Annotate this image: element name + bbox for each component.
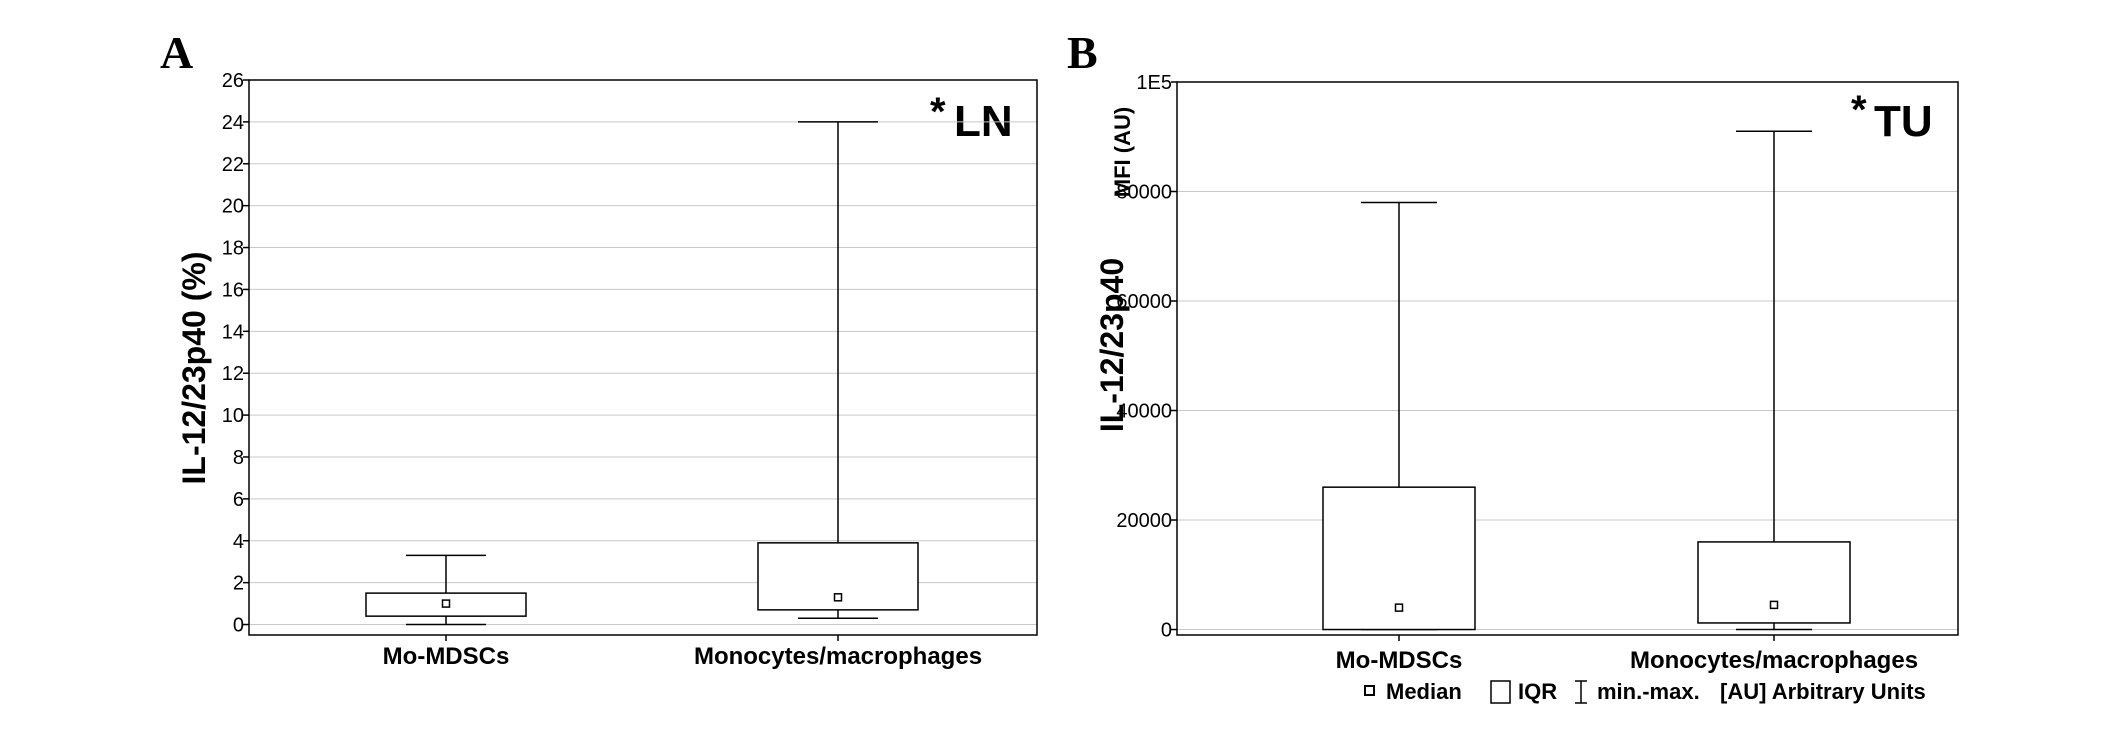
panel-a-y-axis-label: IL-12/23p40 (%) [176, 252, 212, 485]
panel-b-y-tick-label: 80000 [1116, 182, 1172, 204]
panel-a-category-label-1: Mo-MDSCs [383, 643, 510, 670]
panel-b-category-label-1: Mo-MDSCs [1336, 647, 1463, 674]
panel-b-letter: B [1067, 27, 1098, 78]
legend-median-marker [1364, 685, 1375, 696]
panel-a-y-tick-label: 16 [222, 279, 244, 301]
panel-a-tag: * LN [930, 90, 1013, 146]
panel-b-y-tick-label: 40000 [1116, 401, 1172, 423]
panel-a-y-tick-label: 14 [222, 321, 244, 343]
panel-b-y-tick-label: 20000 [1116, 510, 1172, 532]
panel-a-y-tick-label: 10 [222, 405, 244, 427]
panel-a-y-tick-label: 12 [222, 363, 244, 385]
panel-a-y-tick-label: 2 [233, 573, 244, 595]
panel-a-y-tick-label: 8 [233, 447, 244, 469]
panel-a-y-tick-label: 0 [233, 615, 244, 637]
panel-a-y-tick-label: 18 [222, 238, 244, 260]
panel-b-tag-text: TU [1874, 97, 1933, 146]
legend: Median IQR min.-max. [AU] Arbitrary Unit… [1364, 679, 1926, 704]
panel-a-y-tick-label: 6 [233, 489, 244, 511]
panel-a-y-tick-label: 26 [222, 70, 244, 92]
panel-b-y-axis-label: IL-12/23p40 [1094, 258, 1130, 432]
legend-iqr-label: IQR [1518, 679, 1557, 704]
panel-b: B IL-12/23p40 MFI (AU) * TU Mo-MDSCs Mon… [1067, 27, 1959, 674]
legend-units-label: [AU] Arbitrary Units [1720, 679, 1926, 704]
panel-b-y-tick-label: 1E5 [1136, 72, 1172, 94]
panel-a-median-marker [441, 599, 451, 608]
panel-a-y-tick-label: 22 [222, 154, 244, 176]
panel-b-plot-area: 0 20000 40000 60000 80000 1E5 [1116, 72, 1959, 642]
legend-range-label: min.-max. [1597, 679, 1700, 704]
panel-b-y-tick-label: 60000 [1116, 291, 1172, 313]
panel-a: A IL-12/23p40 (%) * LN Mo-MDSCs Monocyte… [160, 27, 1038, 670]
panel-a-y-tick-label: 4 [233, 531, 244, 553]
legend-iqr-marker [1490, 680, 1511, 704]
panel-b-median-marker [1394, 603, 1404, 612]
panel-a-median-marker [833, 593, 843, 602]
panel-b-category-label-2: Monocytes/macrophages [1630, 647, 1918, 674]
legend-range-marker [1575, 680, 1587, 704]
panel-a-plot-frame [248, 79, 1038, 636]
panel-a-tag-star: * [930, 90, 946, 134]
panel-b-y-axis-unit-label: MFI (AU) [1110, 107, 1135, 197]
panel-a-letter: A [160, 27, 193, 78]
panel-b-y-tick-label: 0 [1161, 620, 1172, 642]
panel-b-plot-frame [1176, 81, 1959, 636]
legend-median-label: Median [1386, 679, 1462, 704]
panel-b-iqr-box [1697, 541, 1851, 624]
panel-a-y-tick-label: 20 [222, 196, 244, 218]
panel-b-tag: * TU [1851, 88, 1933, 146]
panel-a-category-label-2: Monocytes/macrophages [694, 643, 982, 670]
panel-a-y-tick-label: 24 [222, 112, 244, 134]
panel-b-median-marker [1769, 600, 1779, 610]
panel-b-tag-star: * [1851, 88, 1867, 132]
